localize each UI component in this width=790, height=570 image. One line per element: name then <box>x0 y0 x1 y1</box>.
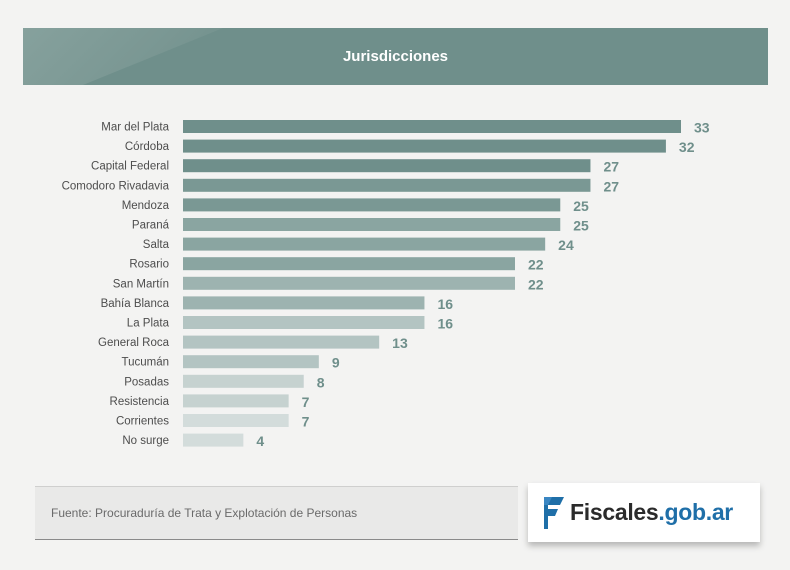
category-label: General Roca <box>98 337 170 349</box>
category-label: Posadas <box>124 376 169 388</box>
value-label: 22 <box>528 257 544 273</box>
category-label: Bahía Blanca <box>101 298 170 310</box>
value-label: 7 <box>302 414 310 430</box>
chart-title: Jurisdicciones <box>342 48 449 65</box>
category-label: Mar del Plata <box>101 122 169 134</box>
category-label: Resistencia <box>110 396 170 408</box>
value-label: 9 <box>332 355 340 371</box>
category-label: Paraná <box>132 220 170 232</box>
value-label: 32 <box>679 139 695 155</box>
category-label: Comodoro Rivadavia <box>62 180 170 192</box>
bar <box>183 355 319 369</box>
bar <box>183 257 515 271</box>
value-label: 24 <box>558 237 574 253</box>
bar <box>183 237 546 251</box>
logo-text-fiscales: Fiscales <box>570 499 659 525</box>
fiscales-logo: Fiscales.gob.ar <box>528 483 760 542</box>
bar <box>183 198 561 212</box>
bar <box>183 218 561 231</box>
bar <box>183 178 591 192</box>
value-label: 4 <box>256 433 264 449</box>
value-label: 22 <box>528 276 544 292</box>
bar <box>183 120 681 133</box>
category-label: Corrientes <box>116 416 169 428</box>
category-label: Capital Federal <box>91 161 169 173</box>
category-label: San Martín <box>113 278 169 290</box>
value-label: 13 <box>392 335 408 351</box>
bar <box>183 335 380 349</box>
value-label: 16 <box>437 296 453 312</box>
value-label: 33 <box>694 120 710 136</box>
category-label: Salta <box>143 239 170 251</box>
bar <box>183 414 289 427</box>
value-label: 27 <box>603 159 619 175</box>
category-label: Rosario <box>129 259 169 271</box>
bar <box>183 276 515 290</box>
bar-chart: Mar del Plata 33 Córdoba 32 Capital Federal 2… <box>62 120 710 450</box>
value-label: 25 <box>573 218 589 234</box>
category-label: No surge <box>122 435 169 447</box>
bar <box>183 433 244 447</box>
fiscales-flag-icon <box>544 497 564 529</box>
category-label: Tucumán <box>121 357 169 369</box>
value-label: 16 <box>437 316 453 332</box>
category-label: La Plata <box>127 318 170 330</box>
bar <box>183 394 289 408</box>
value-label: 25 <box>573 198 589 214</box>
logo-text-domain: .gob.ar <box>658 499 733 525</box>
value-label: 8 <box>317 374 325 390</box>
category-label: Córdoba <box>125 141 170 153</box>
source-text: Fuente: Procuraduría de Trata y Explotac… <box>51 506 358 520</box>
value-label: 27 <box>603 178 619 194</box>
bar <box>183 139 666 153</box>
category-label: Mendoza <box>122 200 170 212</box>
chart-header: Jurisdicciones <box>23 28 768 85</box>
bar <box>183 159 591 173</box>
bar <box>183 316 425 329</box>
bar <box>183 296 425 310</box>
source-note: Fuente: Procuraduría de Trata y Explotac… <box>35 486 518 540</box>
value-label: 7 <box>302 394 310 410</box>
bar <box>183 374 304 388</box>
